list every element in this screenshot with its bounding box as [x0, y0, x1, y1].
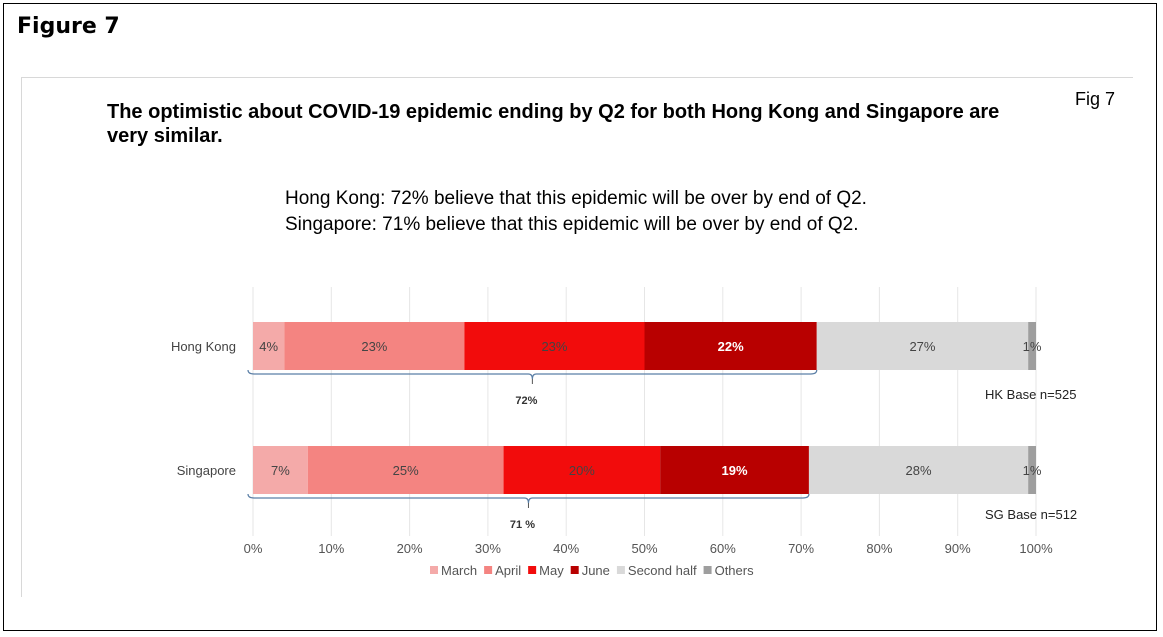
bracket-label: 72%	[515, 395, 537, 407]
x-tick-label: 10%	[318, 541, 344, 556]
legend-label: June	[582, 563, 610, 578]
legend-swatch	[484, 566, 493, 574]
bar-segment	[644, 322, 817, 370]
category-label: Hong Kong	[171, 339, 236, 354]
bar-segment	[1028, 322, 1036, 370]
legend-label: May	[539, 563, 564, 578]
chart-subtitle: Hong Kong: 72% believe that this epidemi…	[285, 186, 867, 238]
bar-segment	[503, 446, 661, 494]
x-tick-label: 60%	[710, 541, 736, 556]
bar-segment	[660, 446, 809, 494]
legend-label: Others	[715, 563, 755, 578]
x-tick-label: 20%	[397, 541, 423, 556]
x-tick-label: 100%	[1019, 541, 1053, 556]
data-label: 20%	[569, 463, 595, 478]
bracket-label: 71 %	[510, 519, 535, 531]
x-tick-label: 80%	[866, 541, 892, 556]
x-tick-label: 90%	[945, 541, 971, 556]
fig-tag: Fig 7	[1075, 89, 1116, 109]
legend-swatch	[616, 566, 625, 574]
legend-swatch	[528, 566, 537, 574]
data-label: 4%	[259, 339, 278, 354]
x-tick-label: 40%	[553, 541, 579, 556]
bar-segment	[253, 446, 308, 494]
subtitle-line-hong-kong: Hong Kong: 72% believe that this epidemi…	[285, 188, 867, 209]
data-label: 1%	[1023, 339, 1042, 354]
x-tick-label: 30%	[475, 541, 501, 556]
legend-swatch	[703, 566, 712, 574]
bar-segment	[808, 446, 1029, 494]
base-note: SG Base n=512	[985, 507, 1077, 522]
figure-label: Figure 7	[17, 14, 120, 39]
x-tick-label: 0%	[244, 541, 263, 556]
x-tick-label: 70%	[788, 541, 814, 556]
data-label: 22%	[718, 339, 744, 354]
figure-frame	[3, 3, 1157, 631]
data-label: 25%	[393, 463, 419, 478]
legend-swatch	[430, 566, 438, 574]
legend-label: March	[441, 563, 477, 578]
bar-segment	[307, 446, 504, 494]
category-label: Singapore	[177, 463, 236, 478]
data-label: 19%	[722, 463, 748, 478]
bar-segment	[464, 322, 645, 370]
subtitle-line-singapore: Singapore: 71% believe that this epidemi…	[285, 214, 859, 235]
data-label: 28%	[906, 463, 932, 478]
bracket	[247, 369, 818, 380]
data-label: 23%	[541, 339, 567, 354]
chart-title: The optimistic about COVID-19 epidemic e…	[107, 101, 1000, 147]
base-note: HK Base n=525	[985, 387, 1076, 402]
bar-segment	[253, 322, 285, 370]
data-label: 27%	[909, 339, 935, 354]
legend-label: Second half	[628, 563, 697, 578]
bar-segment	[816, 322, 1029, 370]
data-label: 7%	[271, 463, 290, 478]
legend-label: April	[495, 563, 521, 578]
legend-swatch	[570, 566, 579, 574]
data-label: 23%	[361, 339, 387, 354]
bar-segment	[284, 322, 465, 370]
data-label: 1%	[1023, 463, 1042, 478]
bar-segment	[1028, 446, 1036, 494]
x-tick-label: 50%	[631, 541, 657, 556]
slide-panel	[21, 77, 1133, 597]
bracket	[247, 493, 810, 504]
